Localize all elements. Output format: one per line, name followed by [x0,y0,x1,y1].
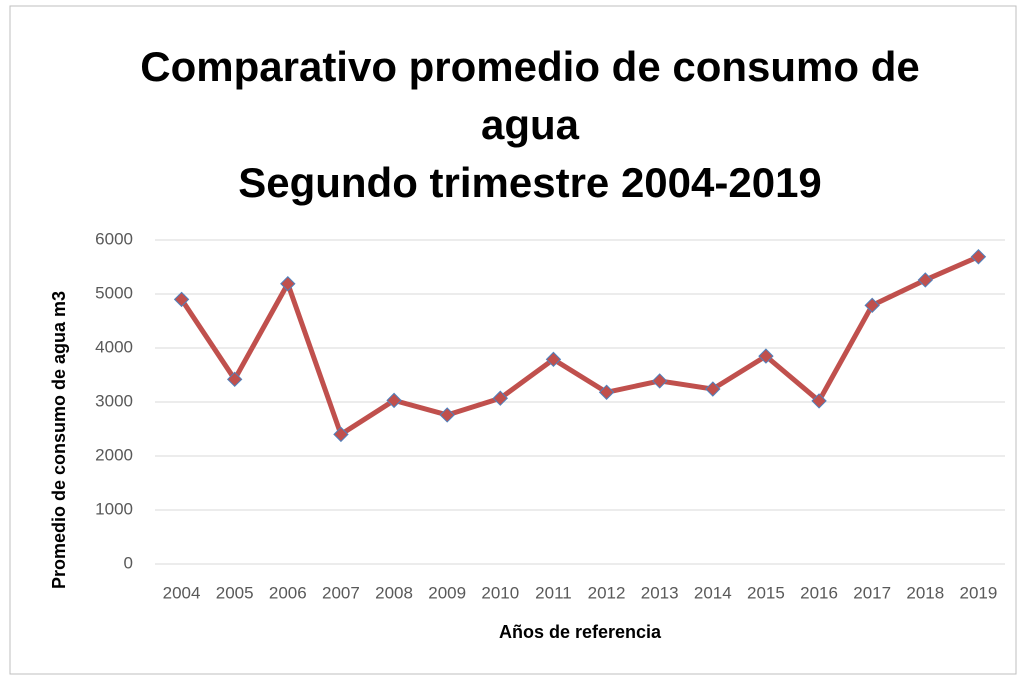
data-point [651,373,668,389]
data-line [179,254,980,437]
chart-subtitle: Segundo trimestre 2004-2019 [238,159,822,206]
data-point [173,291,190,308]
data-point [970,249,987,265]
y-tick-label: 3000 [95,391,133,410]
x-tick-label: 2016 [800,583,838,602]
data-point [280,276,296,292]
x-tick-label: 2017 [853,583,891,602]
y-tick-label: 5000 [95,283,133,302]
data-point [917,272,934,288]
x-tick-label: 2011 [535,583,572,602]
x-tick-label: 2018 [906,583,944,602]
data-point [811,393,827,409]
data-point [226,371,243,388]
x-tick-label: 2010 [481,583,519,602]
data-point [439,407,455,423]
data-point [758,348,774,364]
data-point [864,297,880,314]
x-tick-label: 2013 [641,583,679,602]
titles: Comparativo promedio de consumo de agua … [100,38,960,212]
data-point [705,381,721,397]
data-point [333,426,349,443]
chart-title: Comparativo promedio de consumo de agua [140,43,920,148]
y-tick-label: 6000 [95,229,133,248]
x-tick-label: 2015 [747,583,785,602]
x-tick-label: 2004 [163,583,201,602]
x-tick-label: 2006 [269,583,307,602]
chart-border [9,5,1017,675]
data-point [598,384,615,400]
y-tick-label: 1000 [95,499,133,518]
x-axis-label: Años de referencia [499,622,662,642]
x-tick-label: 2019 [960,583,998,602]
data-point [545,351,562,368]
x-tick-label: 2008 [375,583,413,602]
x-tick-label: 2009 [428,583,466,602]
y-tick-label: 2000 [95,445,133,464]
data-point [386,392,402,409]
x-tick-label: 2005 [216,583,254,602]
y-axis-label: Promedio de consumo de agua m3 [49,291,69,589]
x-tick-label: 2012 [588,583,626,602]
x-tick-label: 2007 [322,583,360,602]
y-tick-label: 4000 [95,337,133,356]
x-tick-label: 2014 [694,583,732,602]
data-point [492,390,509,406]
y-tick-label: 0 [124,553,133,572]
